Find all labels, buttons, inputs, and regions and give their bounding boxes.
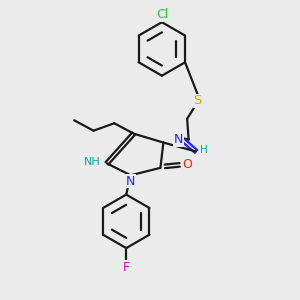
Text: S: S — [194, 94, 202, 107]
Text: F: F — [123, 261, 130, 274]
Text: O: O — [182, 158, 192, 171]
Text: N: N — [173, 133, 183, 146]
Text: NH: NH — [84, 157, 101, 167]
Text: Cl: Cl — [156, 8, 168, 21]
Text: N: N — [126, 175, 135, 188]
Text: H: H — [200, 145, 207, 155]
